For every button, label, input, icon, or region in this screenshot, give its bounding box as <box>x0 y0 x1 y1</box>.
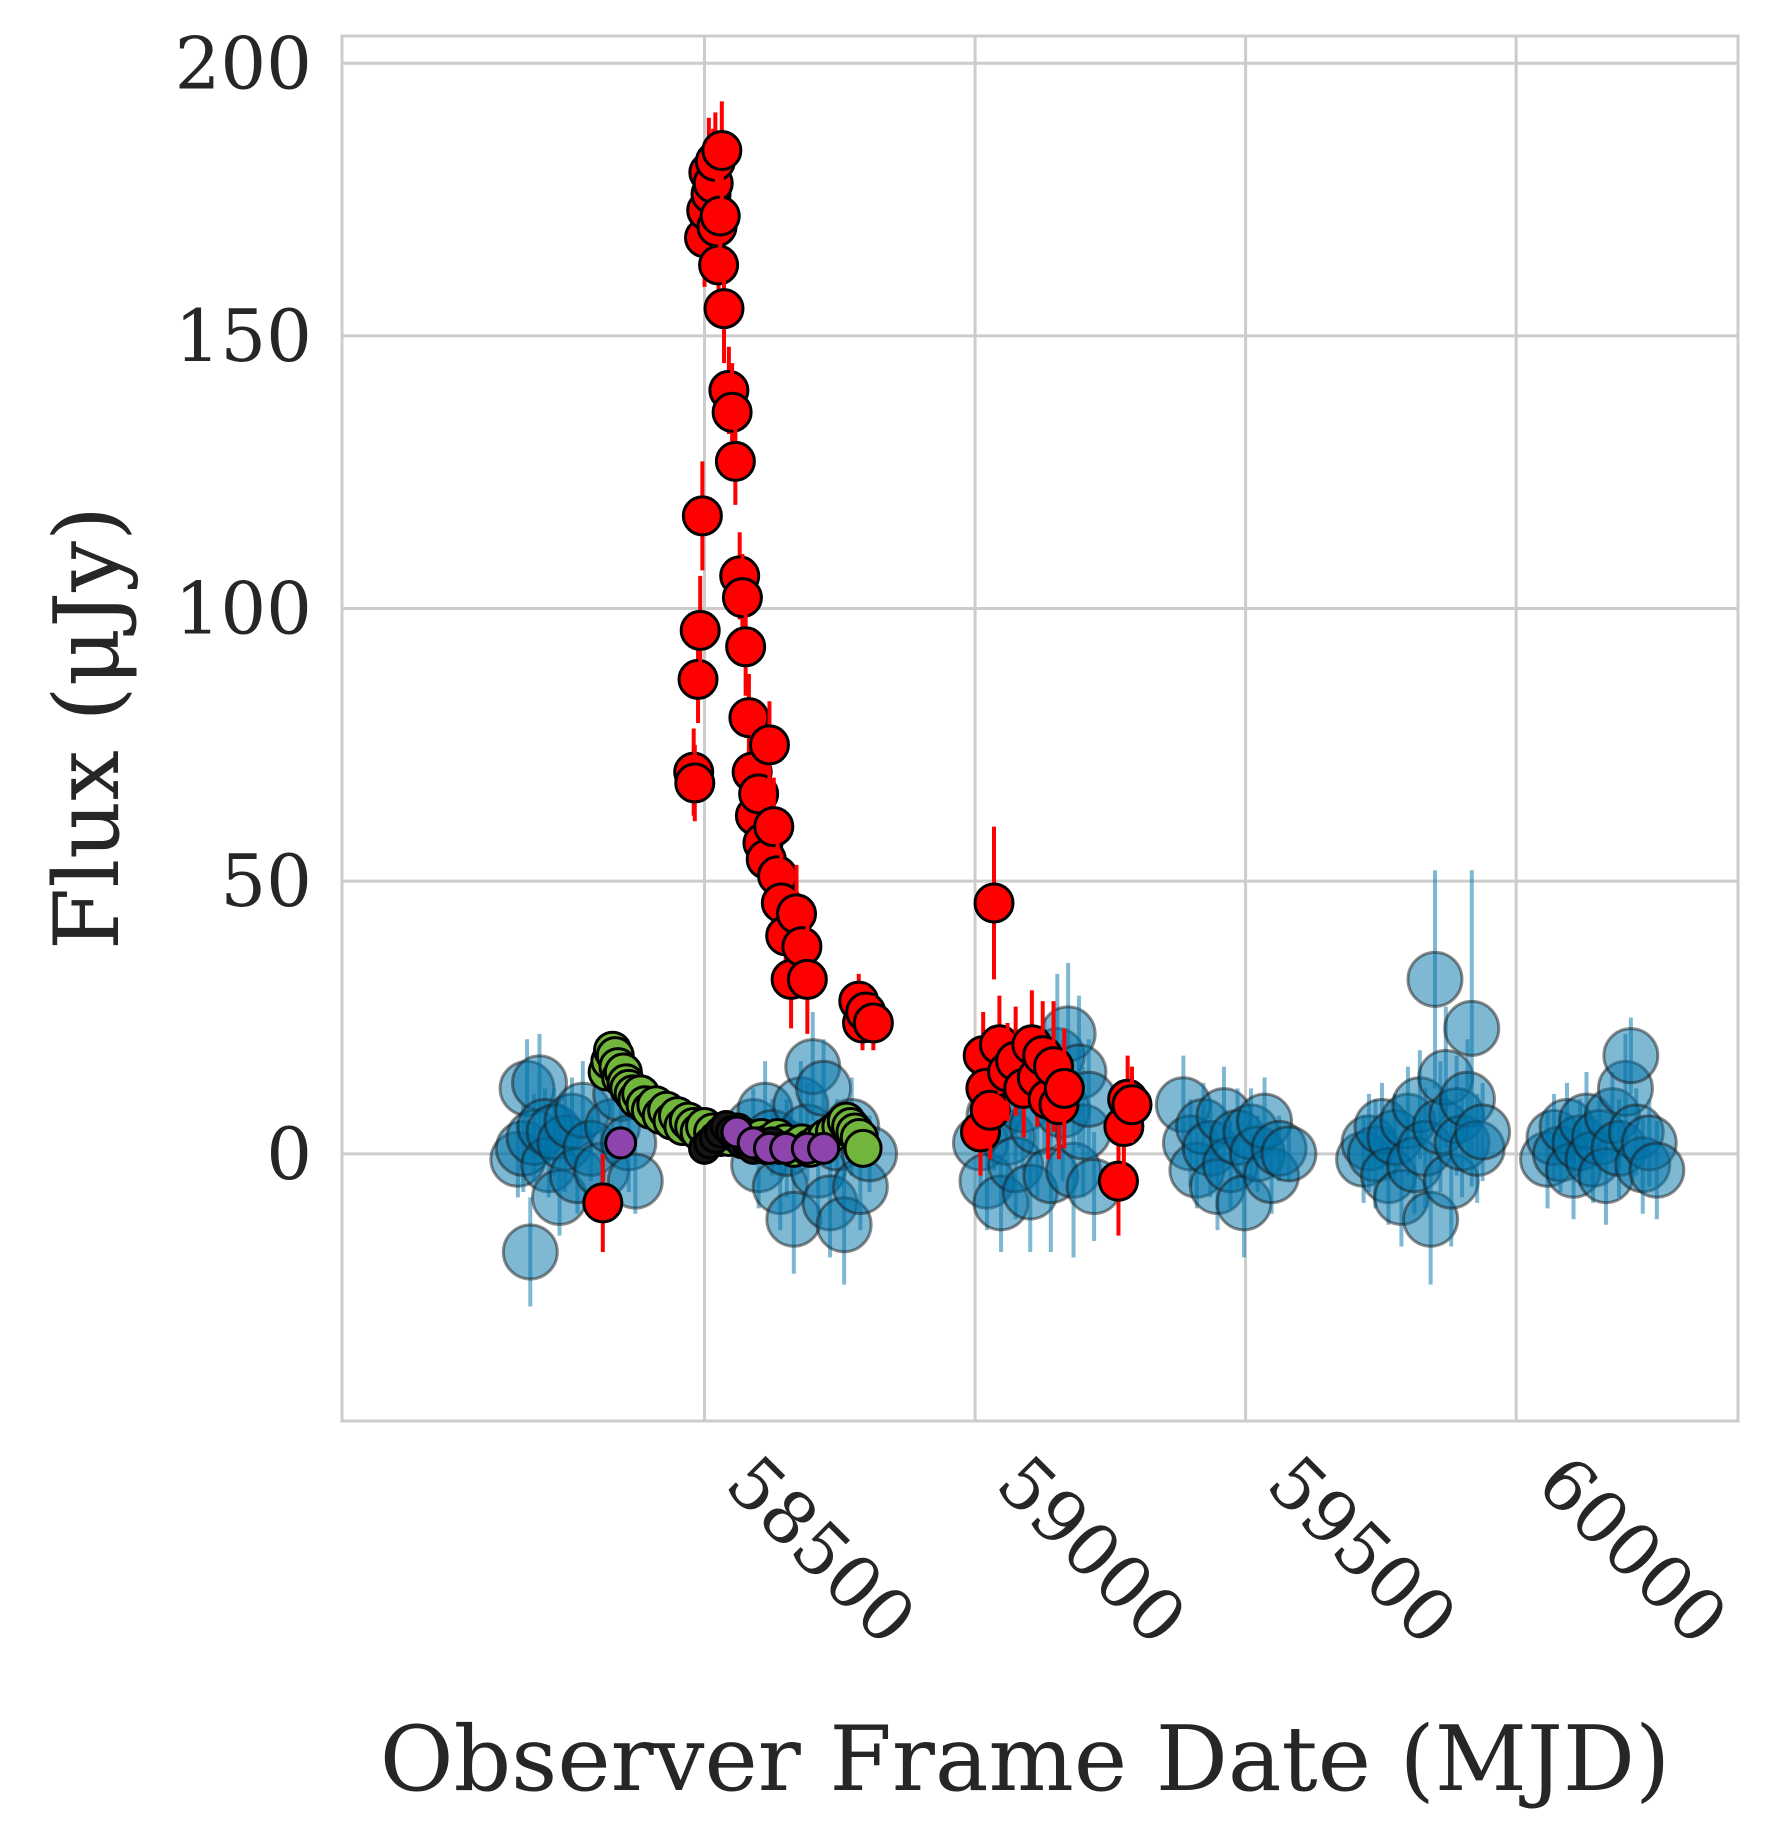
plot-frame <box>340 34 1740 1423</box>
data-point <box>699 195 741 237</box>
x-tick-label: 60000 <box>1522 1440 1743 1661</box>
x-axis-label: Observer Frame Date (MJD) <box>380 1707 1670 1812</box>
x-tick-label: 58500 <box>711 1440 932 1661</box>
data-point <box>711 391 753 433</box>
data-point <box>674 762 716 804</box>
data-point <box>753 806 795 848</box>
data-point <box>852 1002 894 1044</box>
data-point <box>786 958 828 1000</box>
data-point <box>703 288 745 330</box>
x-tick-label: 59000 <box>981 1440 1202 1661</box>
tick-labels: 58500 59000 59500 60000 0 50 100 150 200 <box>175 21 1744 1661</box>
data-point <box>1097 1160 1139 1202</box>
data-point <box>843 1128 883 1168</box>
data-point <box>1628 1141 1686 1199</box>
data-point <box>604 1126 638 1160</box>
data-point <box>1043 1067 1085 1109</box>
data-point <box>582 1182 624 1224</box>
data-point <box>721 577 763 619</box>
data-point <box>1406 950 1464 1008</box>
data-point <box>748 724 790 766</box>
data-point <box>969 1089 1011 1131</box>
data-point <box>1454 1103 1512 1161</box>
data-point <box>973 882 1015 924</box>
data-point <box>679 609 721 651</box>
data-point <box>1602 1027 1660 1085</box>
data-point <box>714 440 756 482</box>
data-point <box>701 130 743 172</box>
data-point <box>501 1223 559 1281</box>
y-tick-label: 150 <box>175 294 312 378</box>
y-tick-label: 100 <box>175 567 312 651</box>
data-point <box>807 1131 841 1165</box>
data-point <box>677 658 719 700</box>
data-point <box>725 626 767 668</box>
y-tick-label: 200 <box>175 21 312 105</box>
data-point <box>681 495 723 537</box>
data-point <box>1443 999 1501 1057</box>
data-point <box>606 1152 664 1210</box>
y-axis-label: Flux (μJy) <box>35 506 140 950</box>
series-0 <box>489 870 1686 1307</box>
x-tick-label: 59500 <box>1252 1440 1473 1661</box>
y-tick-label: 0 <box>266 1112 312 1196</box>
data-point <box>1111 1084 1153 1126</box>
plot-area <box>489 101 1686 1307</box>
data-point <box>1260 1125 1318 1183</box>
y-tick-label: 50 <box>220 839 312 923</box>
series-4 <box>604 1115 841 1165</box>
series-1 <box>582 101 1153 1252</box>
